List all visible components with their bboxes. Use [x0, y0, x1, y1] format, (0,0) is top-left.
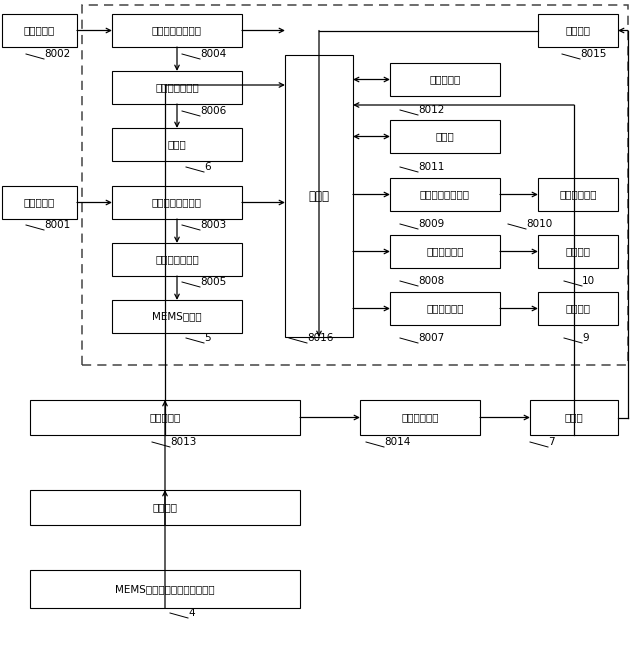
Bar: [530, 400, 618, 435]
Text: 8002: 8002: [44, 49, 70, 59]
Text: 数码管显示屏: 数码管显示屏: [559, 190, 597, 200]
Bar: [390, 292, 500, 325]
Text: 6: 6: [204, 162, 210, 172]
Text: 升降压芯片: 升降压芯片: [149, 413, 181, 423]
Bar: [360, 400, 480, 435]
Text: 8010: 8010: [526, 219, 552, 229]
Text: 8004: 8004: [200, 49, 226, 59]
Text: 8003: 8003: [200, 220, 226, 230]
Bar: [538, 292, 618, 325]
Text: 第一温度控制芯片: 第一温度控制芯片: [152, 198, 202, 208]
Text: 10: 10: [582, 276, 595, 286]
Bar: [30, 490, 300, 525]
Text: 8009: 8009: [418, 219, 444, 229]
Bar: [390, 63, 500, 96]
Bar: [390, 120, 500, 153]
Text: 双向阀: 双向阀: [167, 140, 186, 149]
Text: MEMS微型质子交换膜燃料电池: MEMS微型质子交换膜燃料电池: [115, 584, 215, 594]
Bar: [285, 55, 353, 337]
Text: 第二温度控制芯片: 第二温度控制芯片: [152, 26, 202, 36]
Bar: [538, 14, 618, 47]
Text: 液晶显示控制芯片: 液晶显示控制芯片: [420, 190, 470, 200]
Text: 处理器: 处理器: [308, 190, 329, 202]
Text: 8006: 8006: [200, 106, 226, 116]
Bar: [112, 243, 242, 276]
Bar: [112, 186, 242, 219]
Bar: [30, 570, 300, 608]
Bar: [112, 71, 242, 104]
Bar: [112, 14, 242, 47]
Text: 8007: 8007: [418, 333, 444, 343]
Text: 8005: 8005: [200, 277, 226, 287]
Bar: [82, 5, 628, 365]
Text: 7: 7: [548, 437, 555, 447]
Text: 4: 4: [188, 608, 195, 618]
Text: 9: 9: [582, 333, 588, 343]
Bar: [538, 235, 618, 268]
Bar: [390, 178, 500, 211]
Text: 8012: 8012: [418, 105, 444, 115]
Text: 5: 5: [204, 333, 210, 343]
Bar: [2, 186, 77, 219]
Text: 右侧风扇: 右侧风扇: [566, 247, 590, 257]
Text: 8016: 8016: [307, 333, 333, 343]
Text: 整流电路: 整流电路: [152, 503, 178, 513]
Text: 风扇驱动电路: 风扇驱动电路: [426, 304, 464, 314]
Text: 8015: 8015: [580, 49, 606, 59]
Text: 控制面板: 控制面板: [566, 26, 590, 36]
Bar: [538, 178, 618, 211]
Bar: [112, 128, 242, 161]
Text: 左侧风扇: 左侧风扇: [566, 304, 590, 314]
Text: 锂电池: 锂电池: [564, 413, 583, 423]
Text: 液位传感器: 液位传感器: [429, 75, 461, 85]
Bar: [112, 300, 242, 333]
Text: 气液泵驱动电路: 气液泵驱动电路: [155, 255, 199, 265]
Text: 第二热电偶: 第二热电偶: [24, 26, 55, 36]
Text: 双向阀驱动电路: 双向阀驱动电路: [155, 83, 199, 93]
Text: 存储器: 存储器: [435, 132, 454, 142]
Bar: [390, 235, 500, 268]
Text: 8013: 8013: [170, 437, 197, 447]
Text: 第一热电偶: 第一热电偶: [24, 198, 55, 208]
Bar: [2, 14, 77, 47]
Text: 8001: 8001: [44, 220, 70, 230]
Bar: [30, 400, 300, 435]
Text: 8014: 8014: [384, 437, 410, 447]
Text: 8011: 8011: [418, 162, 444, 172]
Text: 风扇驱动电路: 风扇驱动电路: [426, 247, 464, 257]
Text: MEMS气液泵: MEMS气液泵: [152, 312, 202, 321]
Text: 电源管理芯片: 电源管理芯片: [401, 413, 439, 423]
Text: 8008: 8008: [418, 276, 444, 286]
